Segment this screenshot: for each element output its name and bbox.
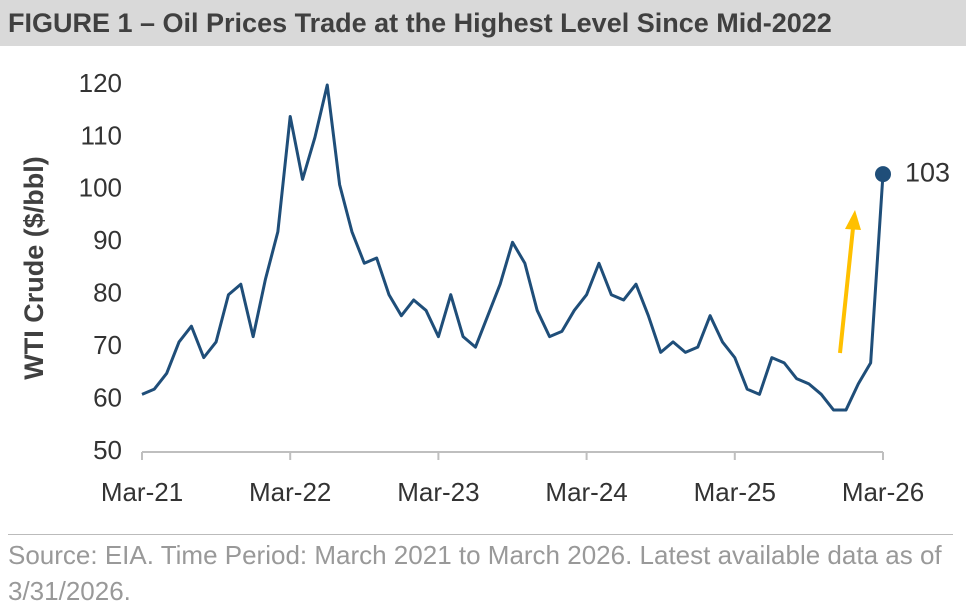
x-tick-label: Mar-23 (397, 477, 479, 507)
chart-title: FIGURE 1 – Oil Prices Trade at the Highe… (0, 0, 966, 46)
arrow (838, 227, 855, 354)
y-tick-label: 70 (93, 330, 122, 360)
y-tick-label: 60 (93, 382, 122, 412)
y-tick-label: 120 (79, 68, 122, 98)
line (141, 83, 885, 412)
arrow-head (845, 210, 861, 230)
end-label: 103 (905, 157, 950, 187)
y-tick-label: 90 (93, 225, 122, 255)
y-axis-label: WTI Crude ($/bbl) (19, 156, 49, 379)
end-marker (875, 166, 891, 183)
x-tick-label: Mar-26 (842, 477, 924, 507)
x-tick-label: Mar-24 (545, 477, 627, 507)
y-tick-label: 80 (93, 278, 122, 308)
x-tick-label: Mar-22 (249, 477, 331, 507)
y-tick-label: 100 (79, 173, 122, 203)
y-tick-label: 110 (81, 120, 122, 150)
x-tick-label: Mar-21 (101, 477, 183, 507)
chart: WTI Crude ($/bbl) 50 60 70 80 90 100 110 120 Mar… (19, 68, 950, 507)
y-tick-label: 50 (93, 435, 122, 465)
x-tick-label: Mar-25 (694, 477, 776, 507)
source-note: Source: EIA. Time Period: March 2021 to … (8, 534, 953, 609)
